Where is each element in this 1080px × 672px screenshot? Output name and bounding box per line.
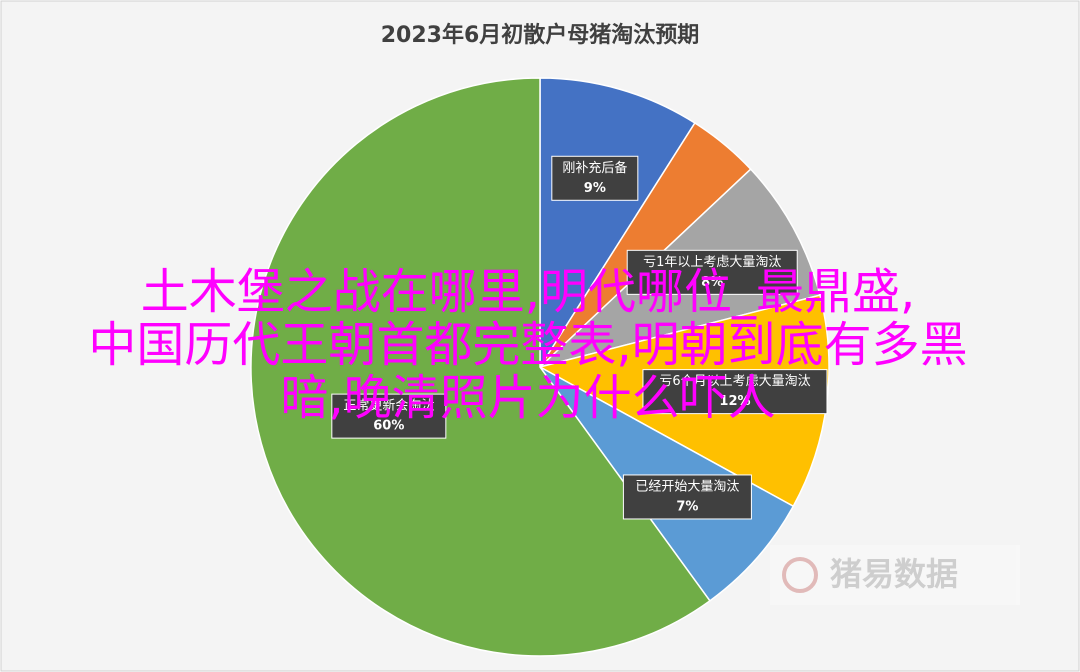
label-box bbox=[551, 155, 639, 201]
value-label: 7% bbox=[676, 499, 698, 514]
value-label: 9% bbox=[584, 181, 606, 196]
pie-slice bbox=[250, 77, 711, 657]
value-label: 8% bbox=[701, 275, 723, 290]
data-labels: 刚补充后备 9% 亏1年以上考虑大量淘汰 8% 亏6个月以上考虑大量淘汰 12% 已经开始大… bbox=[331, 155, 828, 520]
label-box bbox=[331, 393, 447, 439]
category-label: 亏1年以上考虑大量淘汰 bbox=[643, 255, 781, 270]
watermark-icon bbox=[782, 557, 818, 593]
watermark: 猪易数据 bbox=[770, 545, 1020, 605]
value-label: 12% bbox=[719, 394, 750, 409]
pie-slice bbox=[539, 77, 696, 370]
category-label: 刚补充后备 bbox=[562, 160, 627, 176]
value-label: 60% bbox=[373, 419, 404, 434]
category-label: 亏6个月以上考虑大量淘汰 bbox=[659, 374, 810, 389]
label-box bbox=[642, 369, 828, 415]
watermark-text: 猪易数据 bbox=[830, 555, 958, 593]
overlay-text: 暗,晚清照片为什么吓人 bbox=[280, 370, 775, 426]
chart-title: 2023年6月初散户母猪淘汰预期 bbox=[381, 22, 700, 48]
label-box bbox=[622, 474, 752, 520]
category-label: 正常更新会淘汰 bbox=[343, 398, 434, 414]
overlay-text: 中国历代王朝首都完整表,明朝到底有多黑 bbox=[88, 317, 967, 373]
category-label: 已经开始大量淘汰 bbox=[635, 479, 739, 494]
watermark-box bbox=[770, 545, 1020, 605]
label-box bbox=[626, 249, 798, 295]
overlay: 土木堡之战在哪里,明代哪位_最鼎盛,中国历代王朝首都完整表,明朝到底有多黑暗,晚… bbox=[88, 264, 967, 426]
overlay-text: 土木堡之战在哪里,明代哪位_最鼎盛, bbox=[141, 264, 916, 320]
